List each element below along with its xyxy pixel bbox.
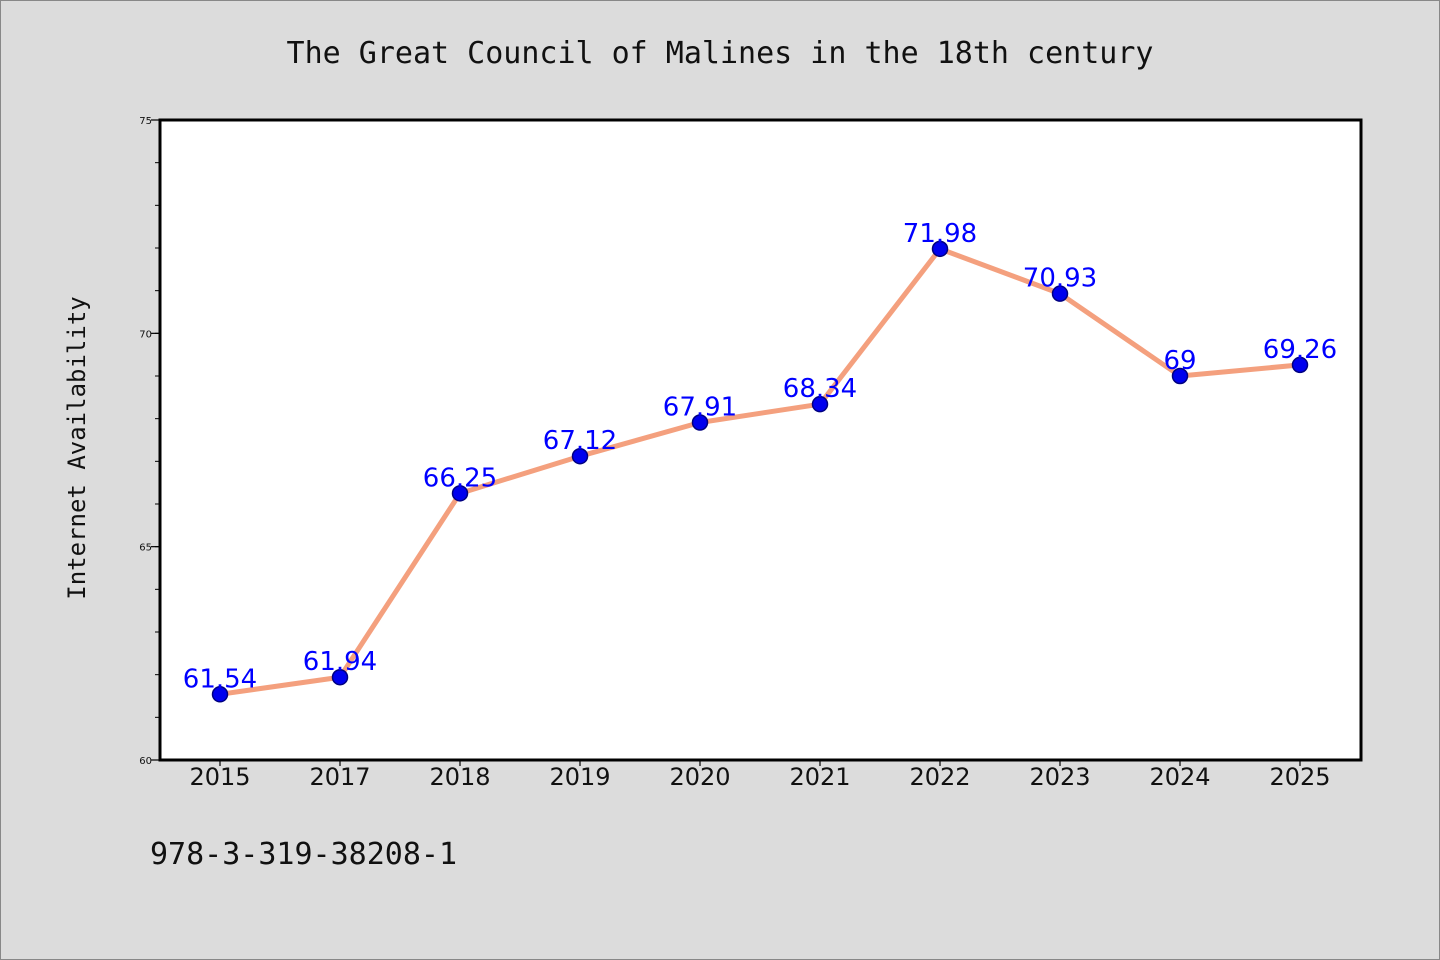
data-label: 69 — [1163, 346, 1196, 376]
x-tick-label: 2025 — [1269, 763, 1330, 791]
y-tick-label: 75 — [139, 116, 152, 127]
data-label: 71.98 — [903, 219, 977, 249]
x-tick-label: 2023 — [1029, 763, 1090, 791]
series-line — [217, 246, 1303, 697]
data-point-marker — [331, 668, 349, 686]
data-label: 67.12 — [543, 426, 617, 456]
axes: 60 65 70 75 2015 2017 2018 2019 2020 2021 2022 2023… — [139, 116, 1330, 791]
data-label: 70.93 — [1023, 264, 1097, 294]
data-point-marker — [811, 395, 829, 413]
plot-area — [160, 120, 1361, 760]
footer-text: 978-3-319-38208-1 — [150, 837, 457, 872]
series-layer: 61.54 61.94 66.25 67.12 67.91 68.34 71.98 70.93… — [183, 219, 1337, 703]
y-axis-label: Internet Availability — [63, 296, 91, 599]
data-label: 68.34 — [783, 374, 857, 404]
x-tick-label: 2019 — [549, 763, 610, 791]
chart-title: The Great Council of Malines in the 18th… — [287, 36, 1154, 71]
data-point-marker — [211, 686, 229, 703]
data-label: 66.25 — [423, 463, 497, 493]
y-tick-label: 60 — [139, 756, 152, 767]
x-tick-label: 2020 — [669, 763, 730, 791]
plot-frame — [158, 118, 1363, 762]
data-point-marker — [451, 485, 469, 502]
x-tick-label: 2017 — [309, 763, 370, 791]
data-point-marker — [691, 414, 709, 431]
data-point-marker — [931, 240, 949, 258]
x-tick-label: 2021 — [789, 763, 850, 791]
x-tick-label: 2018 — [429, 763, 490, 791]
x-tick-label: 2024 — [1149, 763, 1210, 791]
y-tick-label: 65 — [139, 543, 152, 554]
data-point-marker — [1051, 285, 1069, 302]
data-label: 67.91 — [663, 393, 737, 423]
data-label: 61.54 — [183, 664, 257, 694]
data-label: 61.94 — [303, 647, 377, 677]
y-tick-label: 70 — [139, 329, 152, 340]
data-point-marker — [1171, 367, 1189, 385]
x-tick-label: 2022 — [909, 763, 970, 791]
data-point-marker — [1291, 356, 1309, 374]
data-label: 69.26 — [1263, 335, 1337, 365]
x-tick-label: 2015 — [189, 763, 250, 791]
data-point-marker — [571, 447, 589, 465]
